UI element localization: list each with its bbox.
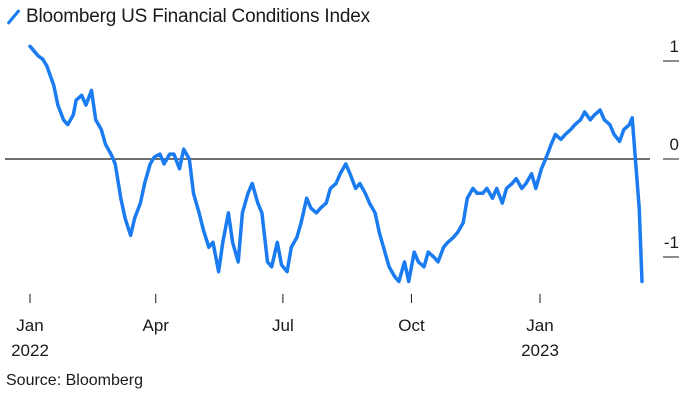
x-axis: Jan 2022 Apr Jul Oct Jan 2023 — [11, 294, 559, 360]
legend: Bloomberg US Financial Conditions Index — [6, 6, 370, 28]
x-tick-label: Oct — [398, 316, 425, 335]
y-tick-label: -1 — [664, 233, 679, 252]
legend-label: Bloomberg US Financial Conditions Index — [26, 6, 370, 27]
x-tick-label: Jan — [16, 316, 43, 335]
x-tick-label: Jan — [526, 316, 553, 335]
y-tick-label: 1 — [670, 37, 679, 56]
y-axis: 1 0 -1 — [663, 37, 679, 258]
x-tick-year-label: 2023 — [521, 341, 559, 360]
x-tick-label: Jul — [272, 316, 294, 335]
source-note: Source: Bloomberg — [6, 372, 143, 389]
x-tick-label: Apr — [143, 316, 170, 335]
y-tick-label: 0 — [670, 135, 679, 154]
series-line — [28, 44, 644, 284]
x-tick-year-label: 2022 — [11, 341, 49, 360]
